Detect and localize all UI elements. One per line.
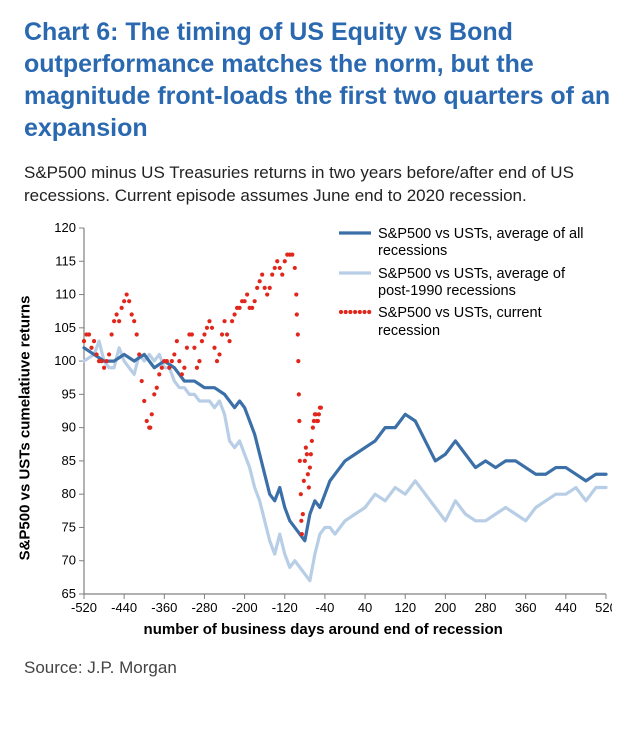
svg-text:360: 360 <box>515 600 537 615</box>
legend-swatch <box>338 226 372 240</box>
svg-text:440: 440 <box>555 600 577 615</box>
svg-text:105: 105 <box>54 320 76 335</box>
chart-subtitle: S&P500 minus US Treasuries returns in tw… <box>24 162 616 208</box>
chart-source: Source: J.P. Morgan <box>24 658 616 678</box>
svg-text:75: 75 <box>62 519 76 534</box>
svg-text:100: 100 <box>54 353 76 368</box>
legend-swatch <box>338 266 372 280</box>
svg-text:40: 40 <box>358 600 372 615</box>
svg-text:-40: -40 <box>316 600 335 615</box>
legend-swatch <box>338 305 372 319</box>
legend-item: S&P500 vs USTs, average of post-1990 rec… <box>338 266 598 301</box>
svg-text:65: 65 <box>62 586 76 601</box>
svg-text:-280: -280 <box>191 600 217 615</box>
svg-text:520: 520 <box>595 600 612 615</box>
svg-text:-520: -520 <box>71 600 97 615</box>
svg-text:-200: -200 <box>232 600 258 615</box>
svg-text:200: 200 <box>435 600 457 615</box>
svg-text:95: 95 <box>62 386 76 401</box>
chart-area: S&P500 vs USTs cumelatiuve returns 65 70 7… <box>20 218 612 638</box>
svg-text:-440: -440 <box>111 600 137 615</box>
svg-text:-120: -120 <box>272 600 298 615</box>
legend-label: S&P500 vs USTs, average of all recession… <box>378 226 598 261</box>
svg-text:-360: -360 <box>151 600 177 615</box>
svg-text:115: 115 <box>55 253 76 268</box>
svg-text:280: 280 <box>475 600 497 615</box>
legend-label: S&P500 vs USTs, average of post-1990 rec… <box>378 266 598 301</box>
x-axis-label: number of business days around end of re… <box>144 621 503 638</box>
svg-text:85: 85 <box>62 453 76 468</box>
svg-text:80: 80 <box>62 486 76 501</box>
legend-item: S&P500 vs USTs, average of all recession… <box>338 226 598 261</box>
svg-text:90: 90 <box>62 420 76 435</box>
svg-text:120: 120 <box>54 220 76 235</box>
legend-item: S&P500 vs USTs, current recession <box>338 305 598 340</box>
svg-text:120: 120 <box>394 600 416 615</box>
chart-title: Chart 6: The timing of US Equity vs Bond… <box>24 16 616 144</box>
y-axis-label: S&P500 vs USTs cumelatiuve returns <box>17 295 34 560</box>
svg-text:110: 110 <box>55 286 76 301</box>
svg-text:70: 70 <box>62 553 76 568</box>
legend-label: S&P500 vs USTs, current recession <box>378 305 598 340</box>
legend: S&P500 vs USTs, average of all recession… <box>338 226 598 345</box>
